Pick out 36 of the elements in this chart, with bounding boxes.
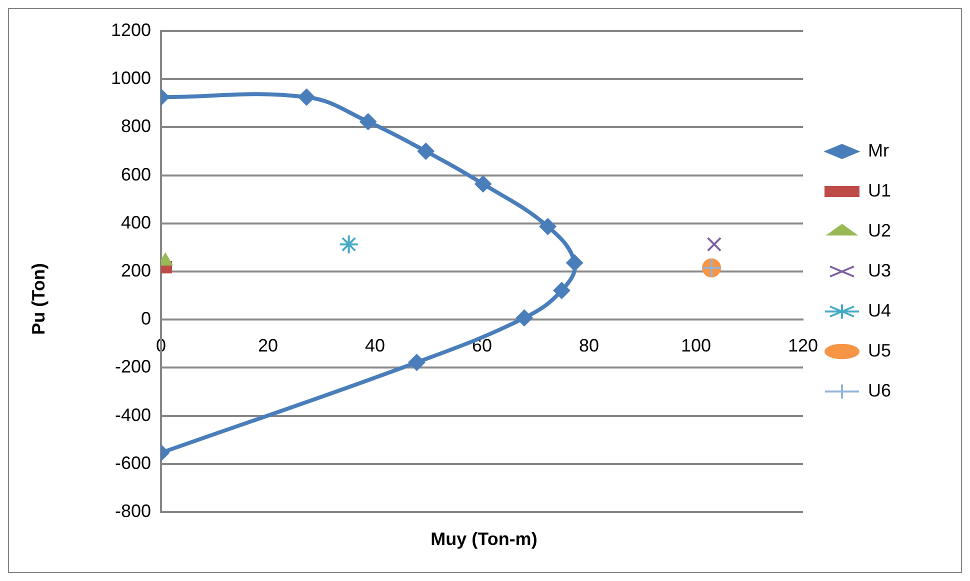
point [360, 113, 377, 130]
x-tick-label: 40 [365, 335, 386, 356]
point [706, 236, 722, 252]
y-tick-label: 600 [120, 164, 152, 184]
y-tick-label: -800 [115, 500, 152, 521]
y-tick-label: -200 [115, 356, 152, 377]
point [338, 234, 359, 254]
point [474, 175, 492, 192]
x-tick-label: 120 [788, 335, 818, 356]
point [566, 254, 584, 272]
legend-label: U3 [868, 260, 892, 280]
y-tick-label: 800 [120, 116, 152, 136]
y-tick-label: -600 [115, 452, 152, 473]
legend-label: U4 [868, 300, 892, 320]
point [408, 354, 426, 371]
legend-label: U1 [868, 180, 892, 200]
point [539, 218, 556, 236]
x-axis-title: Muy (Ton-m) [430, 529, 538, 550]
y-tick-label: 200 [120, 260, 152, 280]
y-tick-label: 0 [141, 308, 152, 329]
legend-label: U2 [868, 220, 892, 240]
legend-label: Mr [868, 140, 889, 160]
point [298, 88, 316, 106]
y-tick-label: 400 [120, 212, 152, 232]
y-tick-label: -400 [115, 404, 152, 425]
point [553, 282, 570, 299]
legend-label: U6 [868, 380, 892, 400]
point [516, 309, 533, 326]
y-tick-label: 1000 [110, 68, 152, 88]
y-axis-title: Pu (Ton) [28, 263, 50, 335]
y-tick-label: 1200 [110, 20, 152, 40]
x-tick-label: 20 [258, 335, 278, 356]
x-tick-label: 100 [680, 335, 712, 356]
x-tick-label: 80 [578, 335, 600, 356]
point [417, 142, 434, 160]
legend-label: U5 [868, 340, 892, 360]
